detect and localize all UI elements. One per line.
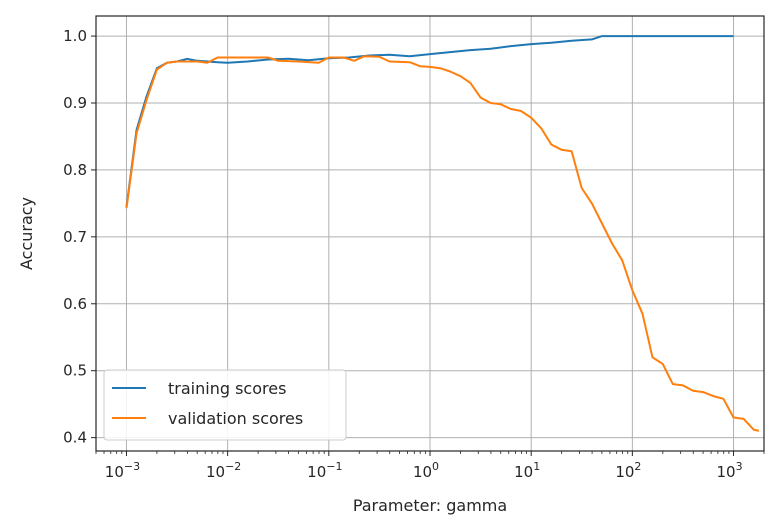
legend-label-validation: validation scores bbox=[168, 409, 303, 428]
x-axis-label: Parameter: gamma bbox=[353, 496, 507, 515]
x-tick-label: 10−3 bbox=[105, 460, 140, 481]
y-tick-label: 1.0 bbox=[63, 27, 87, 45]
x-tick-label: 100 bbox=[413, 460, 439, 481]
legend-label-training: training scores bbox=[168, 379, 286, 398]
x-tick-label: 101 bbox=[514, 460, 540, 481]
grid-lines bbox=[96, 16, 764, 451]
x-tick-label: 10−2 bbox=[206, 460, 241, 481]
y-tick-label: 0.6 bbox=[63, 295, 87, 313]
series-lines bbox=[125, 35, 760, 432]
x-tick-label: 103 bbox=[716, 460, 742, 481]
y-tick-label: 0.4 bbox=[63, 429, 87, 447]
y-tick-label: 0.9 bbox=[63, 94, 87, 112]
legend-box bbox=[103, 369, 347, 441]
x-tick-label: 10−1 bbox=[307, 460, 342, 481]
axis-ticks: 0.4 0.5 0.6 0.7 0.8 0.9 1.0 10−3 10−2 10−1 100 101 1… bbox=[63, 27, 765, 481]
y-tick-label: 0.7 bbox=[63, 228, 87, 246]
y-tick-label: 0.5 bbox=[63, 362, 87, 380]
y-axis-label: Accuracy bbox=[17, 197, 36, 270]
x-tick-label: 102 bbox=[615, 460, 641, 481]
y-tick-label: 0.8 bbox=[63, 161, 87, 179]
series-line-validation bbox=[125, 55, 760, 432]
legend: training scores validation scores bbox=[103, 369, 347, 441]
